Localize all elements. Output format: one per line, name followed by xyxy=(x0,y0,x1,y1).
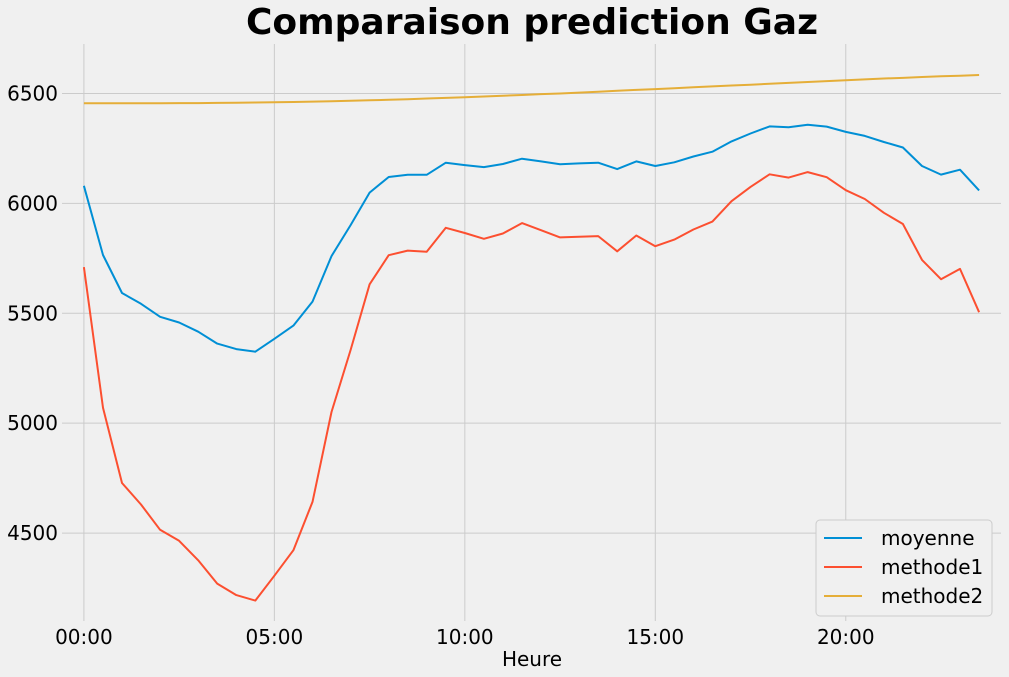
legend-label-methode1: methode1 xyxy=(881,555,983,579)
legend-box xyxy=(815,519,993,617)
series-line-methode1 xyxy=(82,171,981,602)
y-tick-label: 5500 xyxy=(7,301,58,325)
y-tick-label: 5000 xyxy=(7,411,58,435)
x-tick-label: 20:00 xyxy=(817,625,875,649)
series-line-methode2 xyxy=(83,74,980,105)
y-tick-labels: 4500 5000 5500 6000 6500 xyxy=(7,81,58,545)
x-tick-label: 00:00 xyxy=(55,625,113,649)
series-lines xyxy=(82,74,981,602)
chart-title: Comparaison prediction Gaz xyxy=(246,2,818,43)
x-tick-label: 10:00 xyxy=(436,625,494,649)
series-line-moyenne xyxy=(82,123,980,353)
legend-label-methode2: methode2 xyxy=(881,584,983,608)
x-tick-label: 15:00 xyxy=(626,625,684,649)
y-tick-label: 6500 xyxy=(7,81,58,105)
y-tick-label: 4500 xyxy=(7,521,58,545)
x-tick-label: 05:00 xyxy=(246,625,304,649)
y-tick-label: 6000 xyxy=(7,191,58,215)
legend: moyenne methode1 methode2 xyxy=(815,519,993,617)
x-tick-labels: 00:00 05:00 10:00 15:00 20:00 xyxy=(55,625,875,649)
x-axis-label: Heure xyxy=(502,647,562,671)
legend-label-moyenne: moyenne xyxy=(881,526,975,550)
x-gridlines xyxy=(83,44,847,621)
